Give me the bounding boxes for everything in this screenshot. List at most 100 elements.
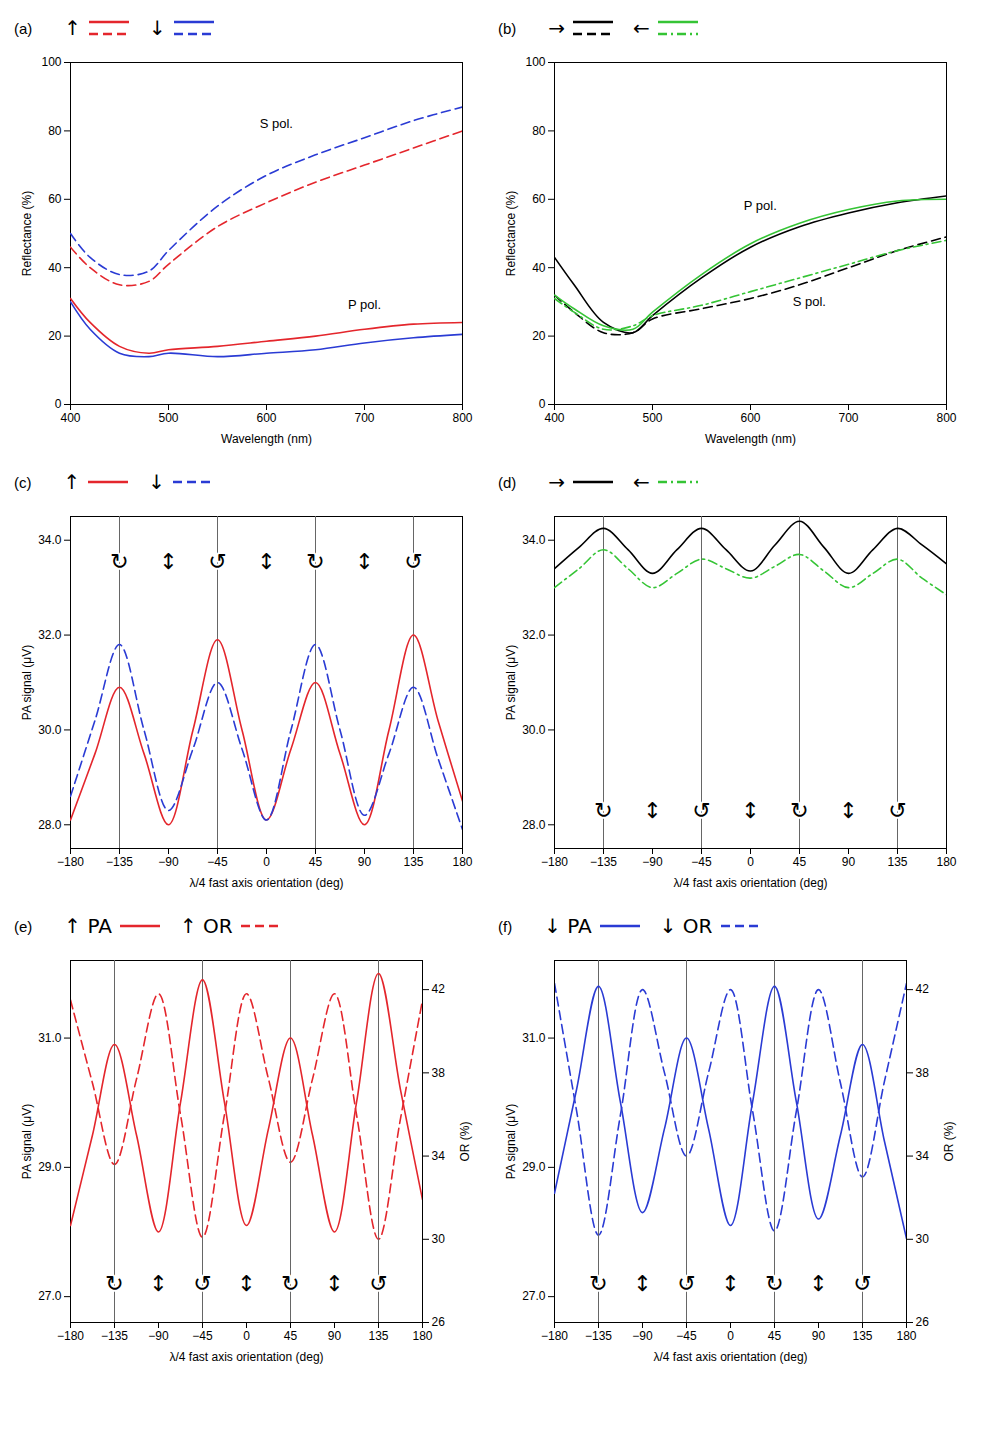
svg-text:34.0: 34.0 (38, 533, 62, 547)
svg-text:↻: ↻ (790, 798, 808, 823)
svg-text:↕: ↕ (257, 549, 275, 574)
svg-text:45: 45 (284, 1329, 298, 1343)
svg-text:90: 90 (842, 855, 856, 869)
svg-text:↕: ↕ (839, 798, 857, 823)
svg-text:−45: −45 (207, 855, 228, 869)
svg-text:45: 45 (309, 855, 323, 869)
svg-text:↺: ↺ (208, 549, 226, 574)
svg-text:0: 0 (243, 1329, 250, 1343)
svg-text:↺: ↺ (404, 549, 422, 574)
svg-text:0: 0 (263, 855, 270, 869)
svg-text:30: 30 (432, 1232, 446, 1246)
svg-text:−135: −135 (101, 1329, 128, 1343)
svg-text:−45: −45 (676, 1329, 697, 1343)
svg-text:λ/4 fast axis orientation (deg: λ/4 fast axis orientation (deg) (673, 876, 827, 890)
svg-text:S pol.: S pol. (793, 294, 826, 309)
svg-text:600: 600 (740, 411, 760, 425)
svg-text:40: 40 (48, 261, 62, 275)
svg-text:100: 100 (525, 55, 545, 69)
svg-text:60: 60 (48, 192, 62, 206)
svg-text:P pol.: P pol. (744, 198, 777, 213)
svg-text:↕: ↕ (721, 1271, 739, 1296)
svg-text:−90: −90 (632, 1329, 653, 1343)
svg-text:−180: −180 (541, 855, 568, 869)
svg-text:↻: ↻ (110, 549, 128, 574)
svg-text:26: 26 (916, 1315, 930, 1329)
svg-text:S pol.: S pol. (260, 116, 293, 131)
svg-text:40: 40 (532, 261, 546, 275)
svg-text:500: 500 (642, 411, 662, 425)
svg-text:Wavelength (nm): Wavelength (nm) (221, 432, 312, 446)
svg-text:−45: −45 (192, 1329, 213, 1343)
svg-text:27.0: 27.0 (38, 1289, 62, 1303)
svg-text:−180: −180 (57, 855, 84, 869)
svg-text:400: 400 (544, 411, 564, 425)
svg-text:PA signal (μV): PA signal (μV) (504, 1104, 518, 1179)
svg-text:32.0: 32.0 (522, 628, 546, 642)
svg-text:180: 180 (936, 855, 956, 869)
svg-text:45: 45 (793, 855, 807, 869)
svg-text:↺: ↺ (193, 1271, 211, 1296)
svg-text:↕: ↕ (809, 1271, 827, 1296)
svg-text:20: 20 (532, 329, 546, 343)
svg-text:180: 180 (896, 1329, 916, 1343)
svg-text:↻: ↻ (105, 1271, 123, 1296)
svg-text:OR (%): OR (%) (458, 1122, 472, 1162)
svg-text:−45: −45 (691, 855, 712, 869)
svg-text:Reflectance (%): Reflectance (%) (20, 191, 34, 276)
svg-text:42: 42 (432, 982, 446, 996)
svg-text:28.0: 28.0 (38, 818, 62, 832)
svg-text:−90: −90 (158, 855, 179, 869)
svg-text:↻: ↻ (306, 549, 324, 574)
svg-text:30: 30 (916, 1232, 930, 1246)
svg-text:λ/4 fast axis orientation (deg: λ/4 fast axis orientation (deg) (189, 876, 343, 890)
svg-text:28.0: 28.0 (522, 818, 546, 832)
svg-text:20: 20 (48, 329, 62, 343)
svg-text:80: 80 (532, 124, 546, 138)
svg-text:30.0: 30.0 (38, 723, 62, 737)
svg-text:↺: ↺ (677, 1271, 695, 1296)
svg-text:Reflectance (%): Reflectance (%) (504, 191, 518, 276)
svg-text:−135: −135 (585, 1329, 612, 1343)
svg-text:500: 500 (158, 411, 178, 425)
svg-text:135: 135 (852, 1329, 872, 1343)
svg-text:100: 100 (41, 55, 61, 69)
svg-text:−180: −180 (541, 1329, 568, 1343)
svg-text:700: 700 (354, 411, 374, 425)
svg-text:30.0: 30.0 (522, 723, 546, 737)
svg-text:31.0: 31.0 (522, 1031, 546, 1045)
svg-text:38: 38 (916, 1066, 930, 1080)
svg-text:34: 34 (432, 1149, 446, 1163)
svg-text:↕: ↕ (741, 798, 759, 823)
svg-text:PA signal (μV): PA signal (μV) (20, 645, 34, 720)
svg-text:90: 90 (812, 1329, 826, 1343)
svg-text:0: 0 (727, 1329, 734, 1343)
svg-text:800: 800 (452, 411, 472, 425)
svg-text:−135: −135 (590, 855, 617, 869)
svg-text:↕: ↕ (159, 549, 177, 574)
svg-text:0: 0 (55, 397, 62, 411)
svg-text:↻: ↻ (594, 798, 612, 823)
svg-text:135: 135 (368, 1329, 388, 1343)
svg-text:34: 34 (916, 1149, 930, 1163)
svg-text:↕: ↕ (633, 1271, 651, 1296)
svg-text:λ/4 fast axis orientation (deg: λ/4 fast axis orientation (deg) (653, 1350, 807, 1364)
svg-text:−180: −180 (57, 1329, 84, 1343)
svg-text:135: 135 (403, 855, 423, 869)
svg-text:0: 0 (747, 855, 754, 869)
svg-text:400: 400 (60, 411, 80, 425)
svg-text:−90: −90 (642, 855, 663, 869)
svg-text:↺: ↺ (888, 798, 906, 823)
svg-text:600: 600 (256, 411, 276, 425)
svg-text:26: 26 (432, 1315, 446, 1329)
svg-text:27.0: 27.0 (522, 1289, 546, 1303)
svg-text:34.0: 34.0 (522, 533, 546, 547)
svg-text:80: 80 (48, 124, 62, 138)
svg-text:90: 90 (358, 855, 372, 869)
svg-text:↻: ↻ (765, 1271, 783, 1296)
svg-text:135: 135 (887, 855, 907, 869)
svg-text:700: 700 (838, 411, 858, 425)
svg-text:↺: ↺ (369, 1271, 387, 1296)
svg-text:↻: ↻ (281, 1271, 299, 1296)
svg-text:60: 60 (532, 192, 546, 206)
